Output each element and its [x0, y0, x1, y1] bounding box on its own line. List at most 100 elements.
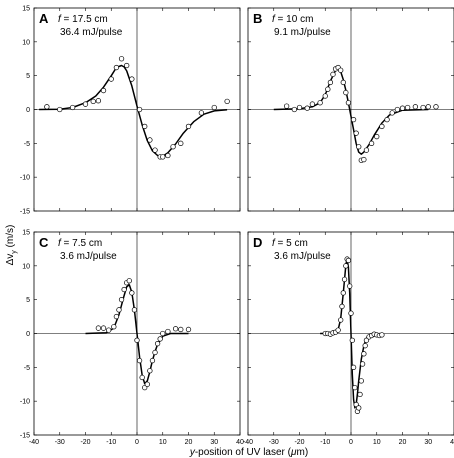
panel-b-data-point: [345, 100, 352, 106]
panel-c-data-point: [116, 307, 122, 313]
panel-d-x-tick-label: 20: [399, 439, 407, 446]
panel-a-data-point: [100, 87, 107, 94]
panel-a-y-tick-label: -10: [20, 175, 30, 182]
panel-c-y-tick-label: 0: [26, 331, 30, 338]
panel-c-x-tick-label: 20: [185, 439, 193, 446]
panel-d-data-point: [339, 303, 345, 310]
panel-b-data-point: [374, 133, 380, 140]
panel-b-data-point: [350, 116, 357, 123]
panel-c-data-point: [134, 337, 140, 343]
panel-b-data-point: [389, 110, 395, 116]
panel-c-y-tick-label: -10: [20, 399, 30, 406]
panel-d-focal-length: f = 5 cm: [272, 238, 308, 249]
panel-c-data-point: [111, 324, 117, 330]
panel-b-data-point: [317, 100, 323, 106]
panel-c-data-point: [152, 349, 158, 356]
panel-a-y-tick-label: 10: [22, 39, 30, 46]
panel-a-data-point: [178, 140, 184, 146]
panel-a-data-point: [108, 76, 114, 82]
panel-d-x-tick-label: -20: [294, 439, 304, 446]
panel-b-data-point: [363, 147, 370, 153]
panel-d-x-tick-label: 10: [373, 439, 381, 446]
panel-a-data-point: [95, 98, 102, 104]
panel-c-x-tick-label: 40: [236, 439, 244, 446]
panel-c-data-point: [118, 297, 125, 303]
panel-c-x-tick-label: -10: [106, 439, 116, 446]
panel-c-letter: C: [39, 235, 49, 250]
panel-a-data-point: [211, 104, 217, 111]
x-axis-title-mu: μ: [290, 447, 297, 458]
panel-a-y-tick-label: 0: [26, 107, 30, 114]
panel-d-fit-curve: [320, 258, 382, 409]
panel-c-data-point: [154, 341, 161, 347]
x-axis-title-end: m): [296, 447, 308, 458]
panel-b-data-point: [420, 104, 426, 111]
panel-d-data-point: [358, 378, 364, 384]
panel-c-data-point: [149, 357, 156, 364]
panel-c-data-point: [165, 328, 171, 335]
x-axis-title-rest: -position of UV laser (: [195, 447, 292, 458]
panel-d-data-point: [347, 283, 353, 289]
panel-a-energy: 36.4 mJ/pulse: [60, 27, 123, 38]
panel-c-x-tick-label: -40: [29, 439, 39, 446]
panel-a-y-tick-label: 5: [26, 73, 30, 80]
panel-a-focal-length: f = 17.5 cm: [58, 14, 108, 25]
panel-d-x-tick-label: 30: [424, 439, 432, 446]
panel-d-letter: D: [253, 235, 262, 250]
panel-a-data-point: [147, 137, 153, 143]
y-axis-title-unit: (m/s): [5, 225, 16, 248]
panel-b-data-point: [433, 104, 439, 110]
panel-a-y-tick-label: 15: [22, 6, 30, 13]
panel-a-data-point: [142, 123, 148, 130]
panel-b-data-point: [340, 79, 346, 86]
x-axis-title-var: y: [189, 447, 196, 458]
panel-a-data-point: [69, 104, 76, 111]
panel-c-y-tick-label: -15: [20, 433, 30, 440]
panel-c-data-point: [185, 326, 192, 333]
panel-b-data-point: [291, 106, 298, 113]
panel-b-data-point: [327, 79, 334, 86]
panel-d-data-point: [379, 332, 385, 338]
panel-b-data-point: [425, 104, 431, 110]
panel-c-data-point: [144, 381, 150, 387]
panel-c-x-tick-label: 10: [159, 439, 167, 446]
panel-a-data-point: [124, 62, 130, 69]
panel-c-data-point: [147, 368, 153, 374]
panel-d-x-tick-label: 40: [450, 439, 454, 446]
panel-c-data-point: [106, 327, 112, 333]
panel-b-data-point: [338, 67, 344, 73]
panel-b-data-point: [368, 140, 375, 146]
panel-c-x-tick-label: -30: [55, 439, 65, 446]
panel-b-data-point: [296, 104, 303, 111]
y-axis-title-main: Δv: [5, 254, 16, 266]
panel-a-data-point: [185, 123, 192, 130]
panel-b-data-point: [384, 116, 390, 123]
x-axis-title: y-position of UV laser (μm): [189, 447, 308, 458]
panel-a-data-point: [82, 101, 89, 107]
panel-c: -40 -30 -20 -10 0 10 20 30 40 -15 -10 -5 0 5 10 15 C f = …: [20, 230, 244, 447]
panel-c-data-point: [129, 290, 135, 296]
panel-d-x-tick-label: -10: [320, 439, 330, 446]
panel-a-data-point: [224, 98, 230, 105]
panel-a-data-point: [165, 152, 171, 159]
panel-c-data-point: [178, 326, 184, 333]
panel-b-energy: 9.1 mJ/pulse: [274, 27, 331, 38]
panel-a-fit-curve: [39, 64, 228, 157]
panel-a-y-tick-label: -5: [24, 141, 30, 148]
panel-b-letter: B: [253, 11, 262, 26]
panel-a-data-point: [160, 154, 166, 160]
panel-d-data-point: [338, 317, 344, 323]
panel-d-data-point: [356, 405, 362, 411]
panel-b-data-point: [361, 156, 367, 163]
panel-c-y-tick-label: 15: [22, 230, 30, 237]
panel-c-data-point: [139, 374, 145, 381]
panel-d-data-point: [357, 391, 363, 398]
panel-d-data-point: [359, 361, 366, 367]
panel-c-data-point: [95, 325, 102, 331]
panel-d-data-point: [345, 257, 352, 264]
panel-d-data-point: [352, 384, 358, 391]
panel-b-data-point: [412, 104, 419, 110]
panel-c-data-point: [100, 325, 107, 331]
panel-c-y-tick-label: 10: [22, 263, 30, 270]
